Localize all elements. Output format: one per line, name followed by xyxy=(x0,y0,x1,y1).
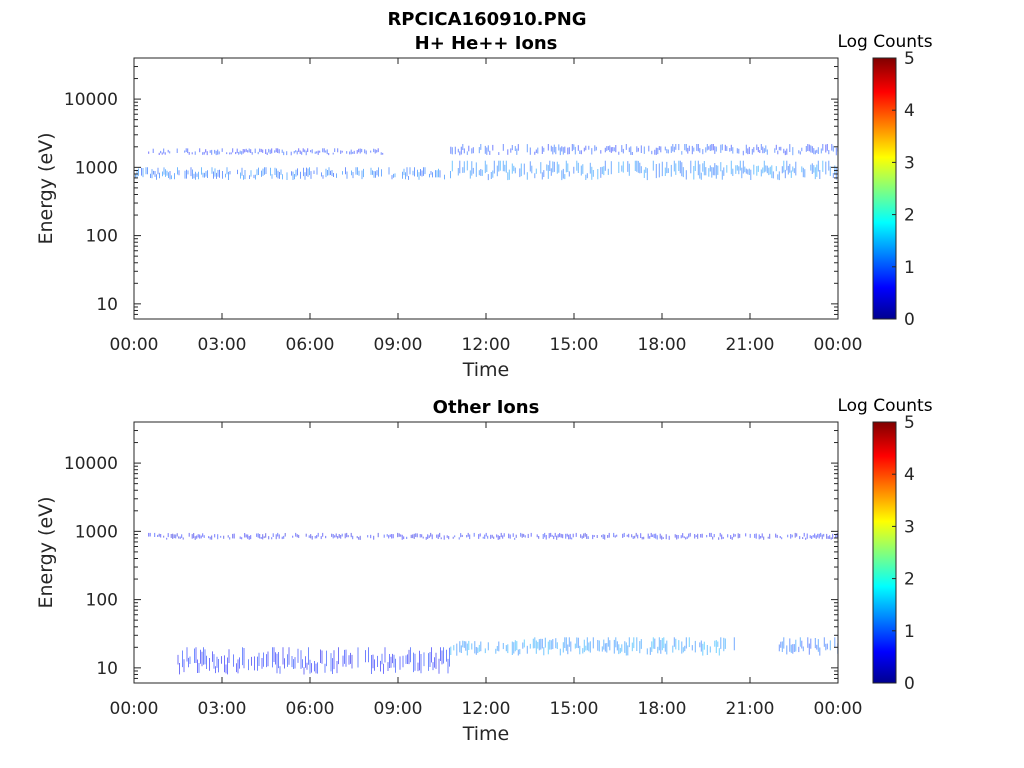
x-tick-label: 00:00 xyxy=(814,699,863,719)
figure-title: RPCICA160910.PNG xyxy=(387,9,586,30)
x-axis-label: Time xyxy=(462,723,510,745)
x-tick-label: 06:00 xyxy=(286,335,335,355)
x-tick-label: 03:00 xyxy=(198,335,247,355)
panel-title: H+ He++ Ions xyxy=(415,33,558,54)
y-tick-label: 10 xyxy=(96,659,118,679)
x-tick-label: 00:00 xyxy=(110,335,159,355)
x-tick-label: 18:00 xyxy=(638,335,687,355)
x-tick-label: 06:00 xyxy=(286,699,335,719)
colorbar-tick-label: 4 xyxy=(904,465,915,485)
colorbar-tick-label: 2 xyxy=(904,206,915,226)
x-tick-label: 09:00 xyxy=(374,699,423,719)
y-tick-label: 10 xyxy=(96,295,118,315)
x-tick-label: 12:00 xyxy=(462,335,511,355)
y-axis-label: Energy (eV) xyxy=(35,496,57,608)
y-tick-label: 1000 xyxy=(75,158,118,178)
panel-other-ions: Other Ions 00:00 03:00 06:00 09:00 12:00 15:00… xyxy=(35,396,933,745)
x-tick-label: 09:00 xyxy=(374,335,423,355)
colorbar-tick-label: 3 xyxy=(904,153,915,173)
colorbar xyxy=(872,57,897,320)
plot-area xyxy=(134,58,838,319)
colorbar-label: Log Counts xyxy=(837,32,932,52)
colorbar-tick-label: 0 xyxy=(904,310,915,330)
colorbar-tick-label: 0 xyxy=(904,674,915,694)
colorbar-label: Log Counts xyxy=(837,396,932,416)
x-tick-label: 12:00 xyxy=(462,699,511,719)
y-tick-label: 100 xyxy=(86,227,118,247)
x-tick-label: 21:00 xyxy=(726,699,775,719)
colorbar-tick-label: 5 xyxy=(904,413,915,433)
y-tick-label: 100 xyxy=(86,591,118,611)
y-tick-label: 10000 xyxy=(64,90,118,110)
colorbar-tick-label: 2 xyxy=(904,570,915,590)
colorbar-tick-label: 1 xyxy=(904,258,915,278)
plot-area xyxy=(134,422,838,683)
colorbar-tick-label: 1 xyxy=(904,622,915,642)
x-tick-label: 21:00 xyxy=(726,335,775,355)
x-tick-label: 15:00 xyxy=(550,699,599,719)
colorbar-tick-label: 4 xyxy=(904,101,915,121)
spectrogram-marks xyxy=(135,144,839,181)
y-tick-label: 10000 xyxy=(64,454,118,474)
spectrogram-marks xyxy=(148,532,839,675)
colorbar-tick-label: 5 xyxy=(904,49,915,69)
colorbar xyxy=(872,421,897,684)
x-tick-label: 03:00 xyxy=(198,699,247,719)
colorbar-tick-label: 3 xyxy=(904,517,915,537)
x-tick-label: 15:00 xyxy=(550,335,599,355)
x-tick-label: 18:00 xyxy=(638,699,687,719)
x-tick-label: 00:00 xyxy=(814,335,863,355)
panel-title: Other Ions xyxy=(433,397,540,418)
panel-h-he-ions: H+ He++ Ions 00:00 03:00 06:00 09:00 12:00 15:… xyxy=(35,32,933,381)
x-axis-label: Time xyxy=(462,359,510,381)
x-tick-label: 00:00 xyxy=(110,699,159,719)
y-tick-label: 1000 xyxy=(75,522,118,542)
y-axis-label: Energy (eV) xyxy=(35,132,57,244)
